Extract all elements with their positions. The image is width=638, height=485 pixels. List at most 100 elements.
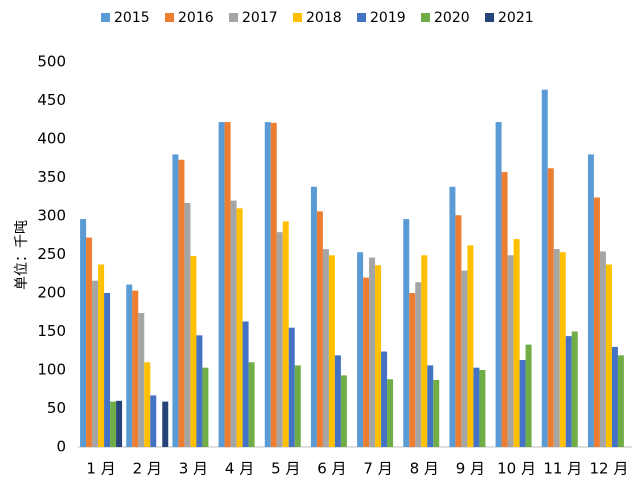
bar bbox=[381, 351, 388, 447]
bar bbox=[242, 321, 249, 447]
bar bbox=[190, 256, 197, 447]
bar bbox=[328, 255, 335, 447]
x-tick-label: 5 月 bbox=[271, 460, 300, 478]
bar bbox=[387, 379, 394, 447]
bar bbox=[86, 237, 93, 447]
legend-swatch bbox=[165, 13, 174, 22]
bar bbox=[541, 89, 548, 447]
x-tick-label: 4 月 bbox=[225, 460, 254, 478]
bar bbox=[427, 365, 434, 447]
y-tick-label: 250 bbox=[37, 245, 66, 263]
bar bbox=[375, 265, 382, 447]
bar bbox=[224, 122, 231, 447]
y-tick-label: 100 bbox=[37, 361, 66, 379]
legend-swatch bbox=[293, 13, 302, 22]
bar bbox=[116, 400, 123, 447]
bar bbox=[587, 154, 594, 447]
bar bbox=[421, 255, 428, 447]
bar bbox=[98, 264, 105, 447]
bar bbox=[473, 367, 480, 447]
bar bbox=[599, 251, 606, 447]
bar bbox=[276, 232, 283, 447]
legend-label: 2018 bbox=[306, 10, 342, 26]
bar bbox=[288, 327, 295, 447]
legend-swatch bbox=[485, 13, 494, 22]
bar bbox=[340, 375, 347, 447]
bar bbox=[433, 380, 440, 447]
bar bbox=[467, 245, 474, 447]
bar bbox=[196, 335, 203, 447]
bar bbox=[605, 264, 612, 447]
bar bbox=[150, 395, 157, 447]
bar bbox=[513, 239, 520, 447]
bar bbox=[363, 277, 370, 447]
y-tick-label: 500 bbox=[37, 53, 66, 71]
x-tick-label: 8 月 bbox=[410, 460, 439, 478]
bar bbox=[110, 401, 117, 447]
legend-label: 2017 bbox=[242, 10, 278, 26]
bar bbox=[132, 290, 139, 447]
bar bbox=[403, 219, 410, 447]
y-tick-label: 400 bbox=[37, 130, 66, 148]
x-tick-label: 12 月 bbox=[589, 460, 628, 478]
bar bbox=[565, 336, 572, 447]
x-tick-label: 11 月 bbox=[543, 460, 582, 478]
legend-swatch bbox=[229, 13, 238, 22]
bar bbox=[92, 280, 99, 447]
legend-swatch bbox=[357, 13, 366, 22]
bar bbox=[80, 219, 87, 447]
legend-label: 2019 bbox=[370, 10, 406, 26]
y-tick-label: 350 bbox=[37, 168, 66, 186]
x-tick-label: 9 月 bbox=[456, 460, 485, 478]
bar bbox=[126, 284, 133, 447]
bar bbox=[495, 122, 502, 447]
legend-label: 2016 bbox=[178, 10, 214, 26]
legend-label: 2020 bbox=[434, 10, 470, 26]
bar bbox=[559, 252, 566, 447]
bar bbox=[553, 249, 560, 447]
bar bbox=[611, 346, 618, 447]
bar bbox=[144, 362, 151, 447]
legend-label: 2021 bbox=[498, 10, 534, 26]
bar bbox=[202, 367, 209, 447]
y-axis-label: 单位：千吨 bbox=[14, 220, 30, 290]
bar bbox=[172, 154, 179, 447]
bar bbox=[310, 186, 317, 448]
bar bbox=[294, 365, 301, 447]
x-tick-label: 7 月 bbox=[363, 460, 392, 478]
bar bbox=[525, 344, 532, 447]
bar bbox=[322, 249, 329, 447]
bar bbox=[461, 270, 468, 447]
legend-swatch bbox=[101, 13, 110, 22]
y-tick-label: 300 bbox=[37, 207, 66, 225]
bar bbox=[178, 159, 185, 448]
bar bbox=[369, 257, 376, 447]
bar bbox=[449, 186, 456, 448]
bar bbox=[479, 370, 486, 447]
bar bbox=[501, 172, 508, 448]
bar bbox=[230, 200, 237, 447]
bar bbox=[218, 122, 225, 447]
y-tick-label: 450 bbox=[37, 91, 66, 109]
bar bbox=[357, 252, 364, 447]
y-tick-label: 50 bbox=[47, 399, 66, 417]
bar bbox=[184, 202, 191, 447]
legend-label: 2015 bbox=[114, 10, 150, 26]
bar bbox=[334, 355, 341, 447]
y-tick-label: 200 bbox=[37, 284, 66, 302]
x-tick-label: 2 月 bbox=[133, 460, 162, 478]
x-tick-label: 10 月 bbox=[497, 460, 536, 478]
bar bbox=[507, 255, 514, 447]
x-tick-label: 6 月 bbox=[317, 460, 346, 478]
x-tick-label: 3 月 bbox=[179, 460, 208, 478]
y-tick-label: 0 bbox=[56, 438, 66, 456]
legend-swatch bbox=[421, 13, 430, 22]
bar bbox=[415, 282, 422, 447]
bar bbox=[236, 208, 243, 447]
bar bbox=[248, 362, 255, 447]
bar bbox=[282, 221, 289, 447]
bar bbox=[270, 122, 277, 447]
bar bbox=[617, 355, 624, 447]
